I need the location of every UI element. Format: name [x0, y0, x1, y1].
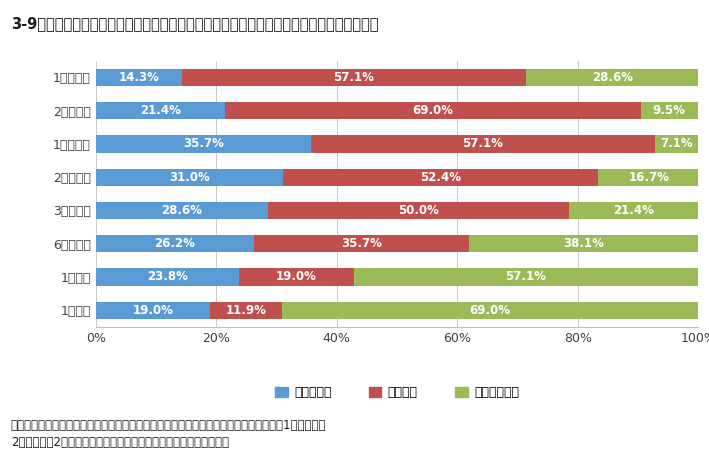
- Text: 57.1%: 57.1%: [506, 270, 546, 283]
- Text: 16.7%: 16.7%: [628, 170, 669, 184]
- Bar: [182, 69, 526, 86]
- Text: 28.6%: 28.6%: [162, 204, 202, 217]
- Text: 26.2%: 26.2%: [155, 237, 195, 250]
- Text: 7.1%: 7.1%: [660, 137, 693, 150]
- Text: 57.1%: 57.1%: [462, 137, 503, 150]
- Text: 52.4%: 52.4%: [420, 170, 461, 184]
- Bar: [311, 135, 655, 153]
- Bar: [655, 135, 698, 153]
- Bar: [96, 269, 239, 286]
- Bar: [598, 169, 699, 186]
- Bar: [526, 69, 698, 86]
- Bar: [254, 235, 469, 252]
- Text: 前回の調査結果とほぼ同じ数値となっている。「非常に多い」「時々ある」を含めると1ヶ月以内、: 前回の調査結果とほぼ同じ数値となっている。「非常に多い」「時々ある」を含めると1…: [11, 419, 326, 432]
- Text: 2週間以内、2ヶ月の順で成約しているという回答が一番多かった。: 2週間以内、2ヶ月の順で成約しているという回答が一番多かった。: [11, 436, 228, 449]
- Text: 23.8%: 23.8%: [147, 270, 188, 283]
- Text: 69.0%: 69.0%: [412, 104, 453, 117]
- Bar: [96, 102, 225, 119]
- Bar: [282, 302, 698, 319]
- Text: 35.7%: 35.7%: [341, 237, 381, 250]
- Text: 3-9　ホームステージング実施後成約するまでの平均期間であてはまる項目を選択ください: 3-9 ホームステージング実施後成約するまでの平均期間であてはまる項目を選択くだ…: [11, 16, 378, 31]
- Text: 11.9%: 11.9%: [225, 304, 267, 317]
- Bar: [469, 235, 698, 252]
- Bar: [225, 102, 640, 119]
- Text: 57.1%: 57.1%: [333, 71, 374, 84]
- Text: 28.6%: 28.6%: [592, 71, 632, 84]
- Text: 9.5%: 9.5%: [653, 104, 686, 117]
- Legend: 非常に多い, 時々ある, まったくない: 非常に多い, 時々ある, まったくない: [270, 381, 524, 404]
- Bar: [96, 235, 254, 252]
- Text: 14.3%: 14.3%: [118, 71, 160, 84]
- Text: 31.0%: 31.0%: [169, 170, 209, 184]
- Bar: [282, 169, 598, 186]
- Text: 21.4%: 21.4%: [140, 104, 181, 117]
- Bar: [96, 302, 210, 319]
- Text: 19.0%: 19.0%: [133, 304, 174, 317]
- Bar: [268, 202, 569, 219]
- Bar: [210, 302, 282, 319]
- Text: 21.4%: 21.4%: [613, 204, 654, 217]
- Text: 19.0%: 19.0%: [276, 270, 317, 283]
- Bar: [96, 202, 268, 219]
- Bar: [96, 69, 182, 86]
- Bar: [640, 102, 698, 119]
- Text: 38.1%: 38.1%: [563, 237, 604, 250]
- Bar: [569, 202, 698, 219]
- Bar: [239, 269, 354, 286]
- Text: 35.7%: 35.7%: [183, 137, 224, 150]
- Text: 50.0%: 50.0%: [398, 204, 439, 217]
- Bar: [354, 269, 698, 286]
- Bar: [96, 135, 311, 153]
- Text: 69.0%: 69.0%: [469, 304, 510, 317]
- Bar: [96, 169, 282, 186]
